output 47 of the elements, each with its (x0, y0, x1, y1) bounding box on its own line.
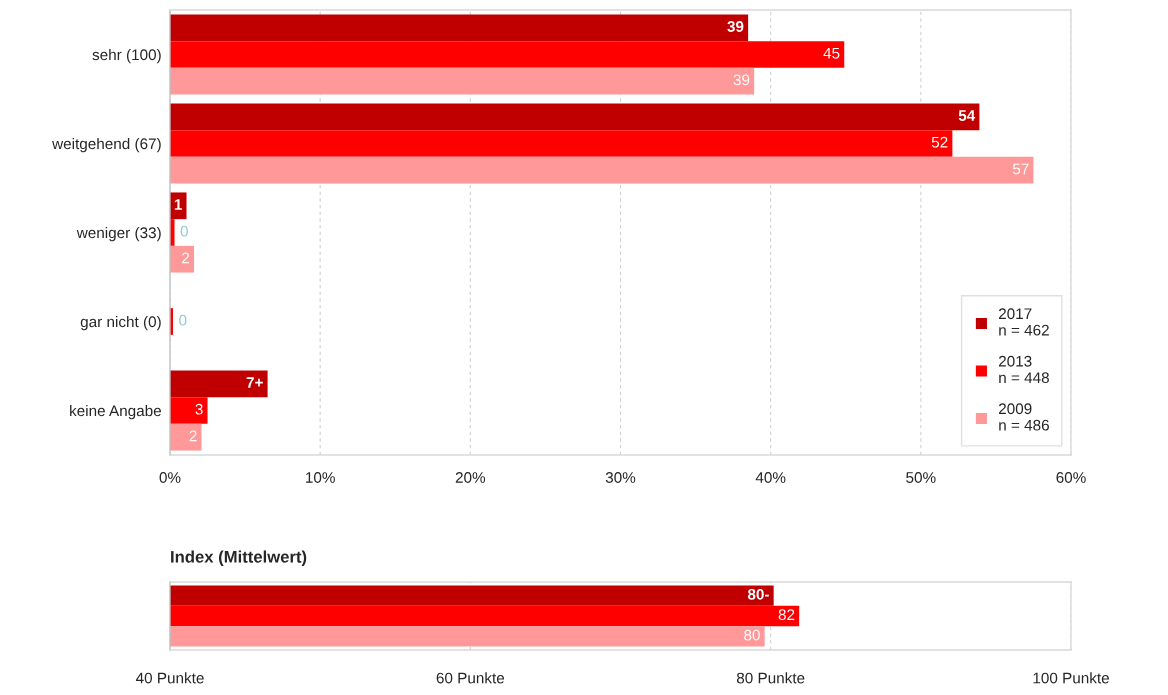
data-label: 52 (931, 136, 948, 148)
bar (170, 103, 980, 131)
x-tick-label: 0% (159, 472, 181, 483)
data-label: 54 (958, 110, 976, 121)
x-tick-label: 10% (306, 472, 335, 483)
legend-label: 2009 n = 486 (998, 403, 1049, 431)
data-label: 82 (778, 609, 795, 621)
x-tick-label: 20% (455, 472, 486, 483)
data-label: 0 (180, 225, 188, 237)
bar (170, 219, 175, 246)
data-label: 2 (189, 430, 197, 442)
bar (170, 14, 749, 42)
data-label: 80- (747, 588, 769, 600)
x-tick-label: 60% (1056, 472, 1086, 483)
bar (170, 245, 195, 273)
y-tick-label: weniger (33) (76, 226, 161, 242)
x-tick-label: 40 Punkte (135, 672, 204, 684)
data-label: 57 (1012, 163, 1029, 175)
data-label: 7+ (246, 377, 263, 388)
bar (170, 67, 755, 95)
chart-title: Index (Mittelwert) (171, 550, 307, 567)
data-label: 3 (195, 403, 203, 415)
x-tick-label: 100 Punkte (1033, 672, 1109, 684)
y-tick-label: weitgehend (67) (52, 137, 161, 153)
data-label: 2 (182, 252, 190, 264)
x-tick-label: 60 Punkte (436, 672, 505, 684)
bar (170, 156, 1034, 184)
bar (170, 397, 208, 424)
bar (170, 423, 202, 451)
y-tick-label: sehr (100) (92, 48, 161, 64)
x-tick-label: 40% (755, 472, 786, 483)
legend-label: 2017 n = 462 (998, 308, 1049, 336)
data-label: 39 (727, 21, 744, 32)
bar (170, 370, 268, 398)
x-tick-label: 80 Punkte (736, 672, 805, 684)
legend-label: 2013 n = 448 (998, 355, 1049, 384)
x-tick-label: 30% (605, 472, 636, 483)
data-label: 45 (823, 47, 840, 59)
bar (170, 130, 953, 157)
y-tick-label: gar nicht (0) (80, 315, 161, 331)
data-label: 0 (179, 314, 187, 326)
x-tick-label: 50% (906, 472, 936, 483)
bar (170, 41, 845, 68)
data-label: 1 (174, 199, 182, 210)
y-tick-label: keine Angabe (70, 404, 161, 420)
data-label: 80 (744, 629, 760, 641)
data-label: 39 (733, 74, 750, 86)
